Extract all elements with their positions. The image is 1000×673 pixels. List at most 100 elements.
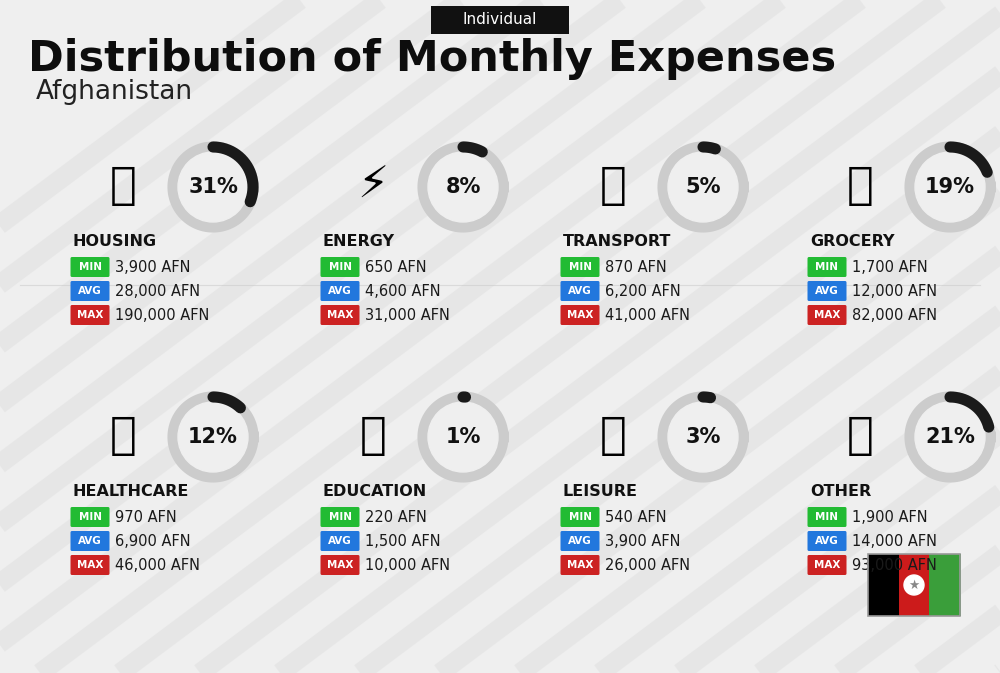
- Text: OTHER: OTHER: [810, 483, 871, 499]
- Text: MIN: MIN: [568, 262, 592, 272]
- FancyBboxPatch shape: [320, 281, 360, 301]
- Text: 19%: 19%: [925, 177, 975, 197]
- Text: 12%: 12%: [188, 427, 238, 447]
- Text: 28,000 AFN: 28,000 AFN: [115, 283, 200, 299]
- Text: ★: ★: [908, 579, 920, 592]
- Circle shape: [428, 402, 498, 472]
- Text: AVG: AVG: [568, 286, 592, 296]
- Text: 6,200 AFN: 6,200 AFN: [605, 283, 681, 299]
- Text: 10,000 AFN: 10,000 AFN: [365, 557, 450, 573]
- Text: AVG: AVG: [328, 286, 352, 296]
- Text: 41,000 AFN: 41,000 AFN: [605, 308, 690, 322]
- Text: MAX: MAX: [567, 310, 593, 320]
- Text: HOUSING: HOUSING: [73, 234, 157, 248]
- FancyBboxPatch shape: [320, 257, 360, 277]
- Text: 💰: 💰: [847, 413, 873, 456]
- Text: 12,000 AFN: 12,000 AFN: [852, 283, 937, 299]
- Text: 540 AFN: 540 AFN: [605, 509, 667, 524]
- Text: GROCERY: GROCERY: [810, 234, 895, 248]
- Text: MAX: MAX: [77, 310, 103, 320]
- FancyBboxPatch shape: [808, 257, 846, 277]
- Text: Afghanistan: Afghanistan: [36, 79, 193, 105]
- Text: TRANSPORT: TRANSPORT: [563, 234, 671, 248]
- Text: AVG: AVG: [815, 536, 839, 546]
- Text: MAX: MAX: [327, 310, 353, 320]
- Text: MAX: MAX: [814, 310, 840, 320]
- FancyBboxPatch shape: [560, 531, 600, 551]
- FancyBboxPatch shape: [929, 554, 960, 616]
- FancyBboxPatch shape: [320, 555, 360, 575]
- Text: 3%: 3%: [685, 427, 721, 447]
- Text: AVG: AVG: [78, 286, 102, 296]
- Text: 3,900 AFN: 3,900 AFN: [115, 260, 190, 275]
- Text: 1,500 AFN: 1,500 AFN: [365, 534, 441, 548]
- FancyBboxPatch shape: [70, 257, 110, 277]
- Text: MAX: MAX: [567, 560, 593, 570]
- Text: MIN: MIN: [816, 262, 838, 272]
- Text: 650 AFN: 650 AFN: [365, 260, 427, 275]
- Text: 31,000 AFN: 31,000 AFN: [365, 308, 450, 322]
- Circle shape: [668, 152, 738, 222]
- Text: AVG: AVG: [328, 536, 352, 546]
- Text: 🎓: 🎓: [360, 413, 386, 456]
- FancyBboxPatch shape: [431, 6, 569, 34]
- Circle shape: [178, 402, 248, 472]
- Text: 8%: 8%: [445, 177, 481, 197]
- Text: 1%: 1%: [445, 427, 481, 447]
- FancyBboxPatch shape: [70, 281, 110, 301]
- Text: 93,000 AFN: 93,000 AFN: [852, 557, 937, 573]
- FancyBboxPatch shape: [899, 554, 930, 616]
- Circle shape: [904, 575, 924, 595]
- Text: MIN: MIN: [78, 262, 102, 272]
- Text: MIN: MIN: [78, 512, 102, 522]
- Text: 870 AFN: 870 AFN: [605, 260, 667, 275]
- Text: 3,900 AFN: 3,900 AFN: [605, 534, 680, 548]
- Text: 5%: 5%: [685, 177, 721, 197]
- Text: MAX: MAX: [814, 560, 840, 570]
- Text: 21%: 21%: [925, 427, 975, 447]
- FancyBboxPatch shape: [808, 507, 846, 527]
- Text: AVG: AVG: [78, 536, 102, 546]
- Circle shape: [428, 152, 498, 222]
- Text: MIN: MIN: [568, 512, 592, 522]
- Text: MIN: MIN: [328, 512, 352, 522]
- Text: HEALTHCARE: HEALTHCARE: [73, 483, 189, 499]
- Text: AVG: AVG: [815, 286, 839, 296]
- FancyBboxPatch shape: [70, 507, 110, 527]
- Text: 🏢: 🏢: [110, 164, 136, 207]
- Text: 1,700 AFN: 1,700 AFN: [852, 260, 928, 275]
- FancyBboxPatch shape: [70, 305, 110, 325]
- FancyBboxPatch shape: [560, 257, 600, 277]
- Circle shape: [915, 402, 985, 472]
- FancyBboxPatch shape: [808, 531, 846, 551]
- FancyBboxPatch shape: [320, 305, 360, 325]
- FancyBboxPatch shape: [808, 281, 846, 301]
- Text: MAX: MAX: [327, 560, 353, 570]
- Text: 🛒: 🛒: [847, 164, 873, 207]
- Text: 1,900 AFN: 1,900 AFN: [852, 509, 928, 524]
- FancyBboxPatch shape: [560, 507, 600, 527]
- FancyBboxPatch shape: [808, 305, 846, 325]
- Text: 14,000 AFN: 14,000 AFN: [852, 534, 937, 548]
- FancyBboxPatch shape: [560, 305, 600, 325]
- Text: ⚡: ⚡: [357, 164, 389, 207]
- Text: 82,000 AFN: 82,000 AFN: [852, 308, 937, 322]
- Text: 46,000 AFN: 46,000 AFN: [115, 557, 200, 573]
- Text: LEISURE: LEISURE: [563, 483, 638, 499]
- Text: 🚌: 🚌: [600, 164, 626, 207]
- FancyBboxPatch shape: [70, 531, 110, 551]
- Text: ENERGY: ENERGY: [323, 234, 395, 248]
- Text: 🏥: 🏥: [110, 413, 136, 456]
- Circle shape: [668, 402, 738, 472]
- Text: 220 AFN: 220 AFN: [365, 509, 427, 524]
- Text: MAX: MAX: [77, 560, 103, 570]
- Text: MIN: MIN: [328, 262, 352, 272]
- Text: Distribution of Monthly Expenses: Distribution of Monthly Expenses: [28, 38, 836, 80]
- Text: Individual: Individual: [463, 13, 537, 28]
- Text: MIN: MIN: [816, 512, 838, 522]
- FancyBboxPatch shape: [560, 555, 600, 575]
- FancyBboxPatch shape: [868, 554, 899, 616]
- FancyBboxPatch shape: [70, 555, 110, 575]
- Text: 🛍: 🛍: [600, 413, 626, 456]
- FancyBboxPatch shape: [808, 555, 846, 575]
